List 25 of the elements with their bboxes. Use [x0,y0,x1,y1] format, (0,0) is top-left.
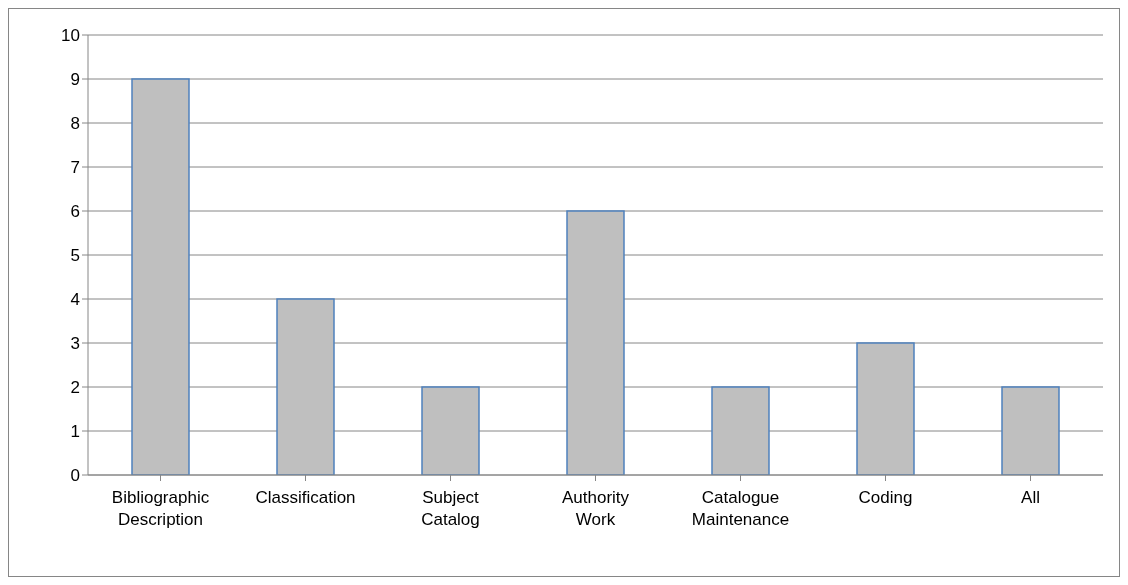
x-tick-label: Classification [255,488,356,507]
y-tick-label: 5 [70,246,80,266]
bar [421,386,480,475]
x-tick-label: Bibliographic Description [111,488,210,529]
bar [711,386,770,475]
x-tick-label: Catalogue Maintenance [691,488,790,529]
bar [856,342,915,475]
y-tick-label: 6 [70,202,80,222]
y-tick-label: 7 [70,158,80,178]
y-tick-label: 8 [70,114,80,134]
x-tick-label: Subject Catalog [421,488,480,529]
x-tick-label: All [1021,488,1040,507]
y-tick-label: 9 [70,70,80,90]
bar [276,298,335,475]
y-tick-label: 1 [70,422,80,442]
y-tick-label: 10 [61,26,80,46]
y-tick-label: 3 [70,334,80,354]
bar [566,210,625,475]
y-tick-label: 0 [70,466,80,486]
bar [131,78,190,475]
y-tick-label: 2 [70,378,80,398]
x-tick-label: Coding [858,488,913,507]
y-tick-label: 4 [70,290,80,310]
x-tick-label: Authority Work [561,488,630,529]
bar [1001,386,1060,475]
